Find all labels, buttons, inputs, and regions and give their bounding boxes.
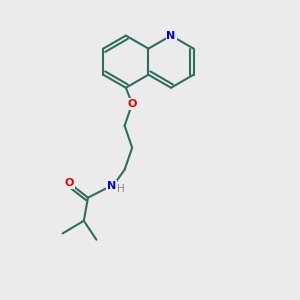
Text: N: N — [106, 181, 116, 191]
Text: O: O — [128, 99, 137, 109]
Text: O: O — [64, 178, 74, 188]
Text: H: H — [116, 184, 124, 194]
Text: N: N — [167, 31, 176, 40]
